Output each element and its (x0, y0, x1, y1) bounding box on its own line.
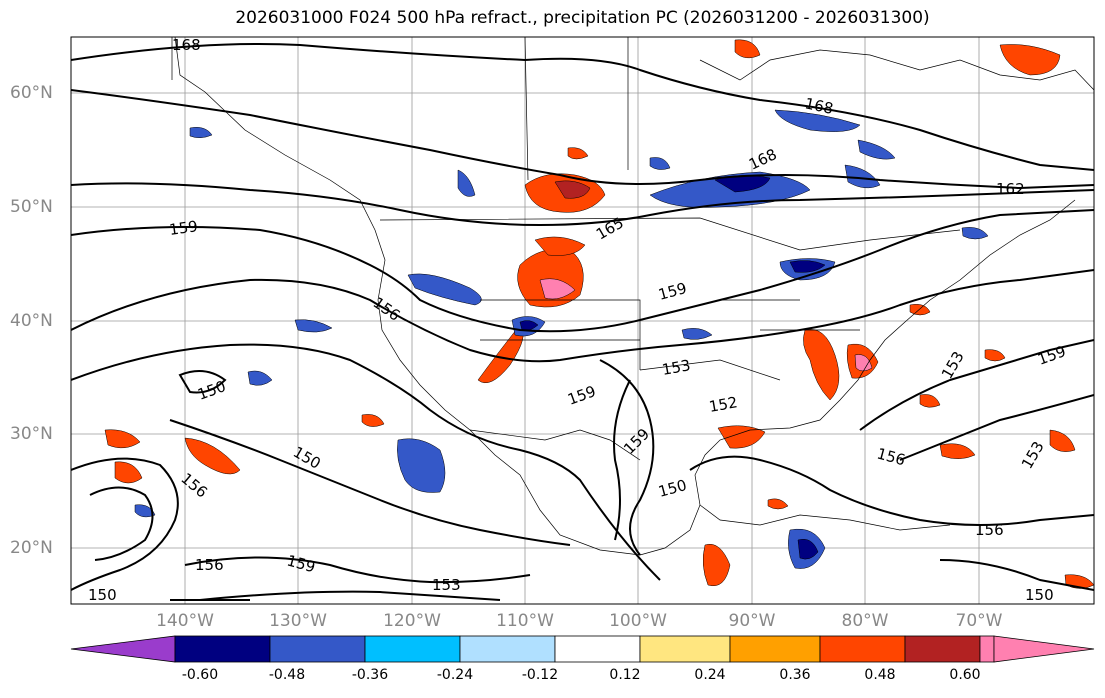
contours (71, 43, 1094, 601)
map-border (70, 36, 1095, 605)
colorbar-tick-label: -0.60 (181, 667, 219, 683)
colorbar-swatch (729, 635, 821, 663)
lat-label: 30°N (10, 424, 53, 444)
coastlines (171, 37, 1094, 556)
lon-label: 130°W (269, 611, 327, 631)
colorbar (70, 635, 1095, 663)
lon-label: 80°W (841, 611, 889, 631)
precip-shading (104, 39, 1094, 589)
colorbar-tick-label: 0.60 (949, 667, 981, 683)
colorbar-swatch (639, 635, 731, 663)
colorbar-swatch (904, 635, 981, 663)
lon-label: 140°W (156, 611, 214, 631)
colorbar-tick-label: 0.48 (864, 667, 896, 683)
colorbar-over-arrow (993, 635, 1095, 663)
lat-label: 20°N (10, 538, 53, 558)
colorbar-swatch (364, 635, 461, 663)
contour-label: 156 (975, 521, 1004, 539)
colorbar-tick-label: -0.24 (436, 667, 474, 683)
lat-label: 60°N (10, 83, 53, 103)
colorbar-tick-label: -0.12 (521, 667, 559, 683)
map-frame (71, 37, 1094, 604)
contour-label: 152 (708, 393, 739, 416)
colorbar-swatch (554, 635, 641, 663)
colorbar-swatch (459, 635, 556, 663)
colorbar-tick-label: -0.36 (351, 667, 389, 683)
contour-label: 168 (172, 36, 201, 54)
lat-label: 40°N (10, 311, 53, 331)
contour-label: 159 (168, 217, 199, 239)
lon-label: 120°W (383, 611, 441, 631)
contour-label: 153 (432, 576, 461, 594)
colorbar-tick-label: 0.36 (779, 667, 811, 683)
contour-label: 156 (195, 556, 224, 574)
lon-label: 90°W (728, 611, 776, 631)
colorbar-tick-label: 0.24 (694, 667, 726, 683)
lat-label: 50°N (10, 197, 53, 217)
contour-label: 150 (88, 586, 117, 604)
contour-label: 150 (1025, 586, 1054, 604)
lon-label: 110°W (496, 611, 554, 631)
colorbar-tick-label: 0.12 (609, 667, 641, 683)
colorbar-swatch (819, 635, 906, 663)
colorbar-under-arrow (70, 635, 176, 663)
colorbar-tick-label: -0.48 (268, 667, 306, 683)
colorbar-swatch (174, 635, 271, 663)
contour-label: 162 (996, 180, 1025, 198)
contour-label: 168 (803, 94, 835, 118)
contour-label: 153 (661, 356, 692, 379)
chart-title: 2026031000 F024 500 hPa refract., precip… (235, 8, 930, 28)
colorbar-swatch (979, 635, 995, 663)
lon-label: 70°W (955, 611, 1003, 631)
colorbar-swatch (269, 635, 366, 663)
lon-label: 100°W (609, 611, 667, 631)
